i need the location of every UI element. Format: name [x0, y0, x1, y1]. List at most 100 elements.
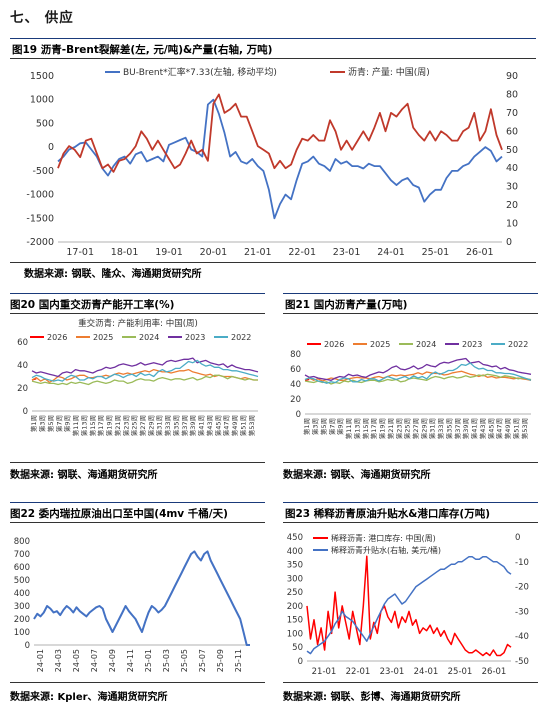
series-line-2022	[31, 359, 259, 382]
y-tick-label: 400	[14, 589, 30, 599]
x-tick-label: 第47周	[222, 415, 231, 436]
x-tick-label: 第49周	[230, 415, 239, 436]
fig23-source-rule	[283, 682, 538, 683]
x-tick-label: 25-01	[144, 649, 153, 672]
x-tick-label: 24-01	[36, 649, 45, 672]
y-tick-label: -2000	[26, 237, 54, 248]
y-tick-label: 600	[14, 563, 30, 573]
y-tick-label: 350	[287, 561, 303, 571]
x-tick-label: 第11周	[71, 415, 80, 436]
chart-subtitle: 重交沥青: 产能利用率: 中国(周)	[78, 318, 198, 329]
x-tick-label: 第5周	[319, 418, 328, 435]
x-tick-label: 第51周	[511, 418, 520, 439]
series-line-沥青: 产量: 中国(周)	[57, 93, 503, 173]
series-line-2026	[304, 378, 310, 381]
x-tick-label: 24-03	[54, 649, 63, 672]
y-tick-label: 400	[287, 547, 303, 557]
y2-tick-label: 90	[506, 71, 518, 82]
x-tick-label: 第3周	[38, 415, 47, 432]
y2-tick-label: -40	[515, 632, 529, 642]
series-line-稀释沥青: 港口库存: 中国(周)	[306, 555, 512, 657]
y-tick-label: 60	[17, 338, 28, 348]
legend-label-2022: 2022	[508, 340, 528, 349]
x-tick-label: 第17周	[369, 418, 378, 439]
y-tick-label: 700	[14, 550, 30, 560]
x-tick-label: 19-01	[155, 247, 183, 258]
y-tick-label: 450	[287, 533, 303, 543]
x-tick-label: 第43周	[478, 418, 487, 439]
y2-tick-label: -10	[515, 558, 529, 568]
x-tick-label: 24-07	[90, 649, 99, 672]
fig20-top-rule	[10, 293, 265, 294]
y-tick-label: 250	[287, 588, 303, 598]
x-tick-label: 25-03	[162, 649, 171, 672]
y2-tick-label: 0	[515, 533, 520, 543]
x-tick-label: 21-01	[312, 667, 337, 677]
x-tick-label: 20-01	[200, 247, 228, 258]
x-tick-label: 第27周	[411, 418, 420, 439]
y-tick-label: -1000	[26, 190, 54, 201]
x-tick-label: 第1周	[29, 415, 38, 432]
x-tick-label: 第49周	[503, 418, 512, 439]
y2-tick-label: -50	[515, 657, 529, 667]
y-tick-label: 800	[14, 537, 30, 547]
y-tick-label: 20	[17, 384, 28, 394]
y-tick-label: 50	[292, 643, 303, 653]
x-tick-label: 第23周	[394, 418, 403, 439]
y2-tick-label: 70	[506, 108, 518, 119]
x-tick-label: 第21周	[113, 415, 122, 436]
x-tick-label: 第29周	[419, 418, 428, 439]
x-tick-label: 第15周	[361, 418, 370, 439]
x-tick-label: 第45周	[486, 418, 495, 439]
y-tick-label: 500	[14, 576, 30, 586]
x-tick-label: 第17周	[96, 415, 105, 436]
y-tick-label: 80	[290, 350, 301, 360]
legend-label-production: 沥青: 产量: 中国(周)	[348, 66, 430, 78]
y-tick-label: 100	[14, 628, 30, 638]
x-tick-label: 21-01	[244, 247, 272, 258]
x-tick-label: 25-05	[180, 649, 189, 672]
x-tick-label: 17-01	[66, 247, 94, 258]
fig20-title: 图20 国内重交沥青产能开工率(%)	[10, 299, 175, 311]
fig23-top-rule	[283, 502, 538, 503]
x-tick-label: 第15周	[88, 415, 97, 436]
x-tick-label: 第37周	[180, 415, 189, 436]
x-tick-label: 第31周	[155, 415, 164, 436]
legend-label-2024: 2024	[416, 340, 436, 349]
fig19-top-rule	[10, 38, 536, 39]
x-tick-label: 24-01	[414, 667, 439, 677]
x-tick-label: 第7周	[327, 418, 336, 435]
x-tick-label: 第1周	[302, 418, 311, 435]
fig21-source: 数据来源: 钢联、海通期货研究所	[283, 470, 431, 481]
fig21-chart: 0 20 40 60 80 第1周 第3周 第5周 第7周 第9周 第11周 第13周 第15周 第17周…	[290, 340, 532, 439]
fig19-title-rule	[10, 58, 536, 59]
x-tick-label: 第13周	[352, 418, 361, 439]
legend-label-2022: 2022	[231, 333, 251, 342]
y-tick-label: 300	[287, 574, 303, 584]
y2-tick-label: 50	[506, 145, 518, 156]
y-tick-label: 1500	[30, 71, 54, 82]
x-tick-label: 25-01	[422, 247, 450, 258]
legend-label-2023: 2023	[462, 340, 482, 349]
y-tick-label: 500	[36, 118, 54, 129]
fig22-title: 图22 委内瑞拉原油出口至中国(4mv 千桶/天)	[10, 508, 228, 520]
legend-label-2023: 2023	[185, 333, 205, 342]
x-tick-label: 第11周	[344, 418, 353, 439]
x-tick-label: 第35周	[171, 415, 180, 436]
series-line-2023	[304, 357, 532, 381]
legend-label-premium: 稀释沥青升贴水(右轴, 美元/桶)	[331, 545, 441, 555]
y2-tick-label: 10	[506, 219, 518, 230]
y-tick-label: 200	[287, 602, 303, 612]
y-tick-label: 150	[287, 616, 303, 626]
x-tick-label: 24-11	[126, 649, 135, 672]
fig21-title: 图21 国内沥青产量(万吨)	[285, 299, 408, 311]
legend-label-2026: 2026	[324, 340, 344, 349]
x-tick-label: 22-01	[288, 247, 316, 258]
y-tick-label: 1000	[30, 95, 54, 106]
fig20-source-rule	[10, 462, 265, 463]
fig19-source: 数据来源: 钢联、隆众、海通期货研究所	[24, 269, 202, 280]
x-tick-label: 第41周	[197, 415, 206, 436]
x-tick-label: 第37周	[453, 418, 462, 439]
x-tick-label: 第25周	[403, 418, 412, 439]
y-tick-label: 0	[25, 641, 30, 651]
